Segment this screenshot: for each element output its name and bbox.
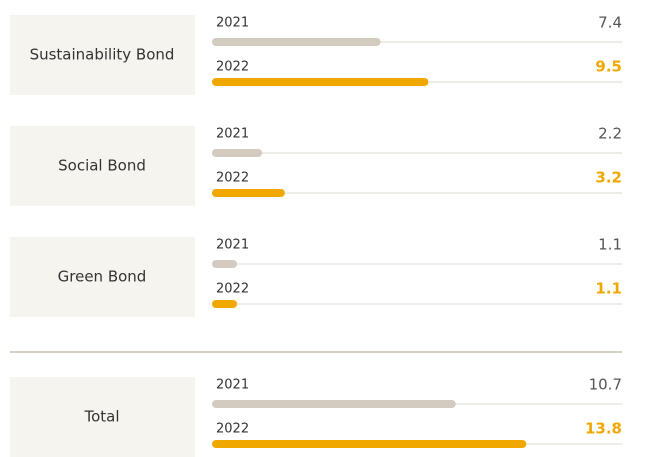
series-label: 2021: [216, 238, 249, 253]
series-label: 2022: [216, 282, 249, 297]
category-box: [10, 377, 195, 457]
series-label: 2022: [216, 60, 249, 75]
value-label: 1.1: [598, 236, 622, 254]
series-label: 2022: [216, 422, 249, 437]
value-label: 2.2: [598, 125, 622, 143]
series-label: 2022: [216, 171, 249, 186]
category-label: Social Bond: [58, 157, 146, 175]
category-box: [10, 15, 195, 95]
bar: [212, 78, 429, 86]
category-label: Green Bond: [58, 268, 147, 286]
value-label: 10.7: [589, 376, 622, 394]
category-box: [10, 237, 195, 317]
bar: [212, 189, 285, 197]
value-label: 9.5: [595, 58, 622, 76]
bar: [212, 400, 456, 408]
category-box: [10, 126, 195, 206]
series-label: 2021: [216, 16, 249, 31]
series-label: 2021: [216, 378, 249, 393]
bar: [212, 440, 527, 448]
value-label: 7.4: [598, 14, 622, 32]
value-label: 13.8: [585, 420, 622, 438]
category-label: Total: [83, 408, 119, 426]
category-label: Sustainability Bond: [30, 46, 175, 64]
series-label: 2021: [216, 127, 249, 142]
value-label: 3.2: [595, 169, 622, 187]
bar: [212, 300, 238, 308]
bar: [212, 260, 238, 268]
value-label: 1.1: [595, 280, 622, 298]
bar: [212, 38, 381, 46]
bar: [212, 149, 263, 157]
